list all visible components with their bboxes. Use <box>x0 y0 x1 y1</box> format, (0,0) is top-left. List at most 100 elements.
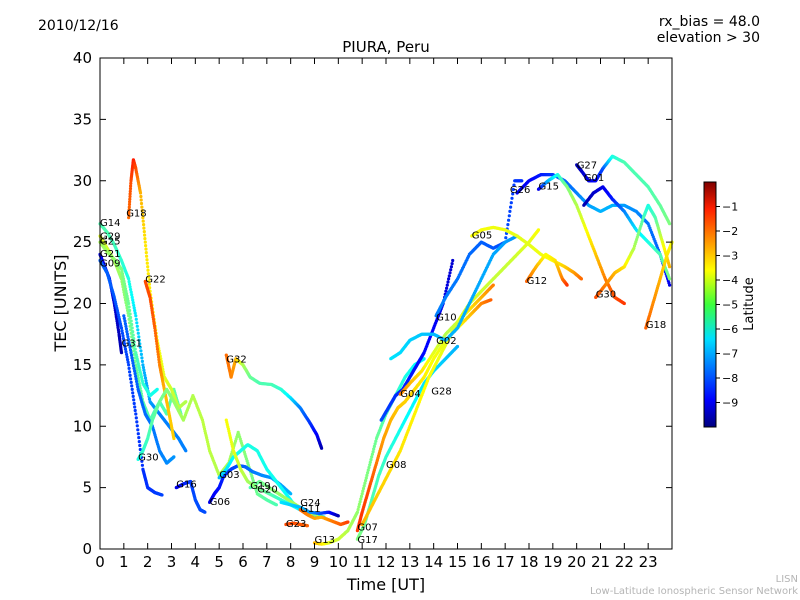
data-point <box>123 284 127 288</box>
data-point <box>138 443 142 448</box>
data-point <box>131 333 135 337</box>
data-point <box>131 394 135 398</box>
data-point <box>274 503 278 507</box>
data-point <box>142 230 146 234</box>
data-point <box>445 286 449 290</box>
data-point <box>123 322 127 326</box>
data-point <box>127 363 131 367</box>
data-point <box>365 473 369 477</box>
data-point <box>132 340 136 344</box>
data-point <box>143 237 147 241</box>
series-label: G31 <box>122 339 142 350</box>
x-tick-label: 0 <box>95 553 105 571</box>
data-point <box>128 348 133 352</box>
chart-date: 2010/12/16 <box>38 18 119 34</box>
data-point <box>129 377 133 381</box>
data-point <box>129 351 133 355</box>
data-point <box>507 218 511 222</box>
series-label: G27 <box>577 161 597 172</box>
data-point <box>133 372 137 376</box>
data-point <box>131 298 135 302</box>
data-point <box>154 334 158 338</box>
data-point <box>141 363 145 367</box>
data-point <box>445 283 449 287</box>
x-tick-label: 17 <box>496 553 515 571</box>
data-point <box>507 214 511 218</box>
data-point <box>154 337 158 341</box>
data-point <box>128 308 132 313</box>
data-point <box>140 359 144 363</box>
data-point <box>127 213 131 217</box>
data-point <box>129 181 133 185</box>
chart-title: PIURA, Peru <box>342 38 429 56</box>
data-point <box>579 277 584 281</box>
colorbar-tick-label: −1 <box>722 201 738 214</box>
data-point <box>504 236 508 240</box>
data-point <box>138 447 142 452</box>
data-point <box>129 319 133 323</box>
data-point <box>184 400 188 404</box>
series-label: G01 <box>584 173 604 184</box>
data-point <box>145 258 149 262</box>
data-point <box>139 198 143 202</box>
y-tick-label: 15 <box>73 356 92 374</box>
data-point <box>133 344 137 348</box>
data-point <box>143 376 148 380</box>
data-point <box>127 280 131 284</box>
data-point <box>145 254 149 258</box>
data-point <box>127 210 131 214</box>
data-point <box>140 205 144 209</box>
data-point <box>157 360 161 364</box>
data-point <box>135 324 139 328</box>
data-point <box>128 194 132 199</box>
data-point <box>622 301 626 306</box>
data-point <box>133 308 137 313</box>
data-point <box>320 446 324 450</box>
data-point <box>125 332 129 336</box>
series-label: G16 <box>176 480 196 491</box>
data-point <box>146 265 150 269</box>
data-point <box>127 343 132 347</box>
data-point <box>203 510 207 514</box>
data-point <box>130 293 134 297</box>
data-point <box>132 366 136 370</box>
data-point <box>126 299 130 303</box>
data-point <box>668 277 672 281</box>
data-point <box>125 330 129 334</box>
data-point <box>449 268 453 272</box>
data-point <box>125 294 129 298</box>
data-point <box>153 326 157 330</box>
data-point <box>122 314 126 318</box>
data-point <box>134 314 138 318</box>
series-g09 <box>98 258 164 497</box>
data-point <box>451 258 455 263</box>
y-tick-label: 20 <box>73 295 92 313</box>
x-tick-label: 15 <box>448 553 467 571</box>
data-point <box>668 265 672 269</box>
data-point <box>123 319 127 323</box>
x-tick-label: 1 <box>119 553 129 571</box>
data-point <box>122 282 127 286</box>
data-point <box>123 287 128 291</box>
data-point <box>132 337 136 341</box>
y-tick-label: 5 <box>82 479 92 497</box>
series-label: G02 <box>436 336 456 347</box>
data-point <box>125 355 129 359</box>
data-point <box>120 270 124 274</box>
data-point <box>346 520 350 524</box>
data-point <box>128 282 132 286</box>
elevation-label: elevation > 30 <box>656 30 760 46</box>
data-point <box>133 311 137 315</box>
data-point <box>129 315 133 320</box>
data-point <box>121 274 125 279</box>
data-point <box>136 432 140 436</box>
series-label: G28 <box>431 386 451 397</box>
data-point <box>668 283 672 287</box>
data-point <box>360 492 364 496</box>
x-tick-label: 10 <box>329 553 348 571</box>
data-point <box>136 428 140 432</box>
data-point <box>131 330 135 334</box>
data-point <box>131 361 135 365</box>
data-point <box>374 439 378 443</box>
x-axis-label: Time [UT] <box>346 575 425 594</box>
